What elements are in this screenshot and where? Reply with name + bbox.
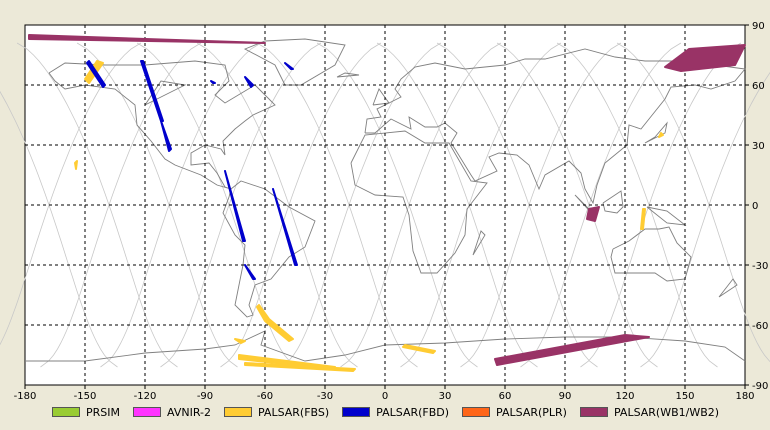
map-figure: -180 -150 -120 -90 -60 -30 0 30 60 90 120 150 180 90… xyxy=(0,21,770,400)
legend-swatch-palsar-fbd xyxy=(342,407,371,417)
scene-footprints xyxy=(28,34,746,372)
scene-palsar-fbd- xyxy=(140,60,164,122)
legend-label: PALSAR(PLR) xyxy=(496,405,567,419)
scene-palsar-fbs- xyxy=(256,304,294,342)
legend-swatch-avnir2 xyxy=(133,407,161,417)
legend-label: AVNIR-2 xyxy=(167,405,211,419)
x-tick-label: 0 xyxy=(382,391,388,400)
x-tick-label: -150 xyxy=(74,391,97,400)
y-tick-label: 30 xyxy=(752,141,765,152)
coastline xyxy=(336,72,360,78)
legend-item-palsar-wb: PALSAR(WB1/WB2) xyxy=(579,405,720,419)
y-tick-label: 60 xyxy=(752,81,765,92)
x-tick-label: 60 xyxy=(499,391,512,400)
coastline xyxy=(718,278,738,298)
x-axis-ticks: -180 -150 -120 -90 -60 -30 0 30 60 90 120 150 180 xyxy=(14,385,755,400)
scene-palsar-fbs- xyxy=(658,132,664,138)
legend-swatch-prsim xyxy=(52,407,80,417)
coastline xyxy=(243,38,346,86)
scene-palsar-fbs- xyxy=(244,362,356,372)
scene-palsar-wb1-wb2- xyxy=(664,44,746,72)
scene-palsar-fbd- xyxy=(160,120,172,152)
scene-palsar-wb1-wb2- xyxy=(494,334,650,366)
y-tick-label: -90 xyxy=(752,381,768,392)
legend-label: PRSIM xyxy=(86,405,120,419)
legend-label: PALSAR(WB1/WB2) xyxy=(613,405,720,419)
x-tick-label: 180 xyxy=(735,391,754,400)
y-tick-label: 0 xyxy=(752,201,758,212)
scene-palsar-fbd- xyxy=(244,264,256,280)
coastline xyxy=(372,88,390,106)
coastline xyxy=(602,190,624,214)
scene-palsar-fbs- xyxy=(234,338,246,344)
legend-label: PALSAR(FBD) xyxy=(376,405,450,419)
scene-palsar-fbd- xyxy=(244,76,254,88)
x-tick-label: -30 xyxy=(317,391,333,400)
scene-palsar-wb1-wb2- xyxy=(586,206,600,222)
scene-palsar-fbd- xyxy=(210,80,216,84)
coastline xyxy=(472,230,486,256)
legend-item-palsar-fbd: PALSAR(FBD) xyxy=(342,406,449,419)
legend-item-palsar-fbs: PALSAR(FBS) xyxy=(223,405,330,419)
x-tick-label: 30 xyxy=(439,391,452,400)
x-tick-label: -90 xyxy=(197,391,213,400)
legend-item-palsar-plr: PALSAR(PLR) xyxy=(462,406,567,419)
coastline xyxy=(364,48,746,205)
scene-palsar-fbs- xyxy=(640,208,646,230)
legend-item-prsim: PRSIM xyxy=(52,406,120,419)
x-tick-label: -180 xyxy=(14,391,37,400)
x-tick-label: -60 xyxy=(257,391,273,400)
y-axis-ticks: 90 60 30 0 -30 -60 -90 xyxy=(745,21,768,392)
y-tick-label: -60 xyxy=(752,321,768,332)
scene-palsar-fbd- xyxy=(224,170,246,242)
x-tick-label: 90 xyxy=(559,391,572,400)
legend-swatch-palsar-plr xyxy=(462,407,491,417)
legend-swatch-palsar-fbs xyxy=(223,407,252,417)
y-tick-label: 90 xyxy=(752,21,765,32)
legend-item-avnir2: AVNIR-2 xyxy=(133,406,211,419)
coastline xyxy=(144,80,187,106)
scene-palsar-fbd- xyxy=(284,62,294,70)
scene-palsar-wb1-wb2- xyxy=(28,34,266,44)
legend-label: PALSAR(FBS) xyxy=(257,405,330,419)
y-tick-label: -30 xyxy=(752,261,768,272)
scene-palsar-fbs- xyxy=(74,160,78,170)
legend: PRSIM AVNIR-2 PALSAR(FBS) PALSAR(FBD) PA… xyxy=(0,400,770,424)
grid-lines xyxy=(25,25,745,385)
scene-palsar-fbd- xyxy=(86,60,106,88)
x-tick-label: 120 xyxy=(615,391,634,400)
coastline xyxy=(610,226,692,282)
scene-palsar-fbs- xyxy=(402,344,436,354)
legend-swatch-palsar-wb xyxy=(579,407,608,417)
x-tick-label: 150 xyxy=(675,391,694,400)
scene-palsar-fbd- xyxy=(272,188,298,266)
x-tick-label: -120 xyxy=(134,391,157,400)
coastline xyxy=(350,130,488,274)
